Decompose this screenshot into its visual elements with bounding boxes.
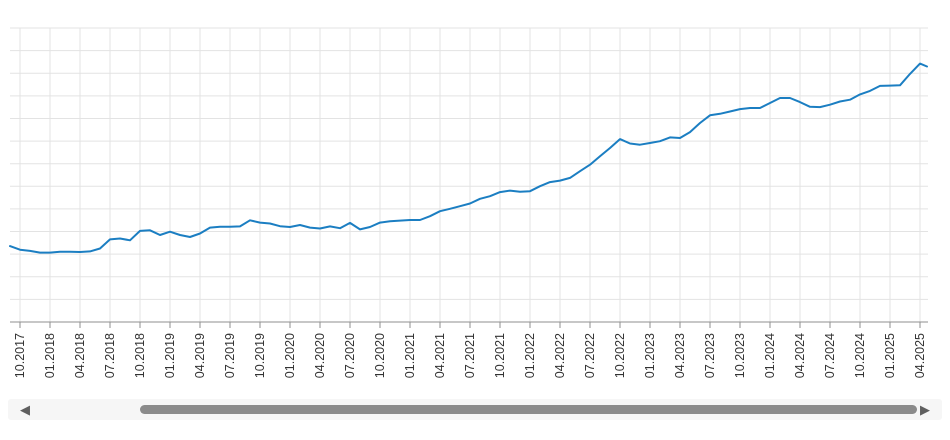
x-tick-label: 01.2023 (643, 333, 657, 378)
x-tick-label: 10.2020 (373, 333, 387, 378)
x-tick-label: 07.2021 (463, 333, 477, 378)
x-tick-label: 10.2024 (853, 333, 867, 378)
x-tick-label: 07.2020 (343, 333, 357, 378)
x-tick-label: 01.2021 (403, 333, 417, 378)
x-tick-label: 04.2021 (433, 333, 447, 378)
x-tick-label: 04.2024 (793, 333, 807, 378)
x-tick-label: 10.2017 (13, 333, 27, 378)
scrollbar-thumb[interactable] (139, 405, 917, 414)
scroll-left-icon[interactable]: ◀ (20, 402, 30, 417)
x-tick-label: 07.2022 (583, 333, 597, 378)
x-tick-label: 01.2019 (163, 333, 177, 378)
x-tick-label: 01.2025 (883, 333, 897, 378)
x-tick-label: 10.2023 (733, 333, 747, 378)
x-tick-label: 04.2019 (193, 333, 207, 378)
x-tick-label: 01.2020 (283, 333, 297, 378)
x-tick-label: 10.2022 (613, 333, 627, 378)
chart-scrollbar[interactable]: ◀ ▶ (8, 399, 942, 420)
x-tick-label: 07.2019 (223, 333, 237, 378)
x-tick-label: 04.2022 (553, 333, 567, 378)
x-tick-label: 01.2024 (763, 333, 777, 378)
x-tick-label: 01.2022 (523, 333, 537, 378)
scroll-right-icon[interactable]: ▶ (920, 402, 930, 417)
scrollbar-track[interactable] (8, 399, 942, 420)
x-tick-label: 07.2018 (103, 333, 117, 378)
line-chart: 10.2017 01.2018 04.2018 07.2018 10.2018 01.20… (9, 27, 928, 378)
x-tick-label: 07.2023 (703, 333, 717, 378)
x-tick-label: 04.2020 (313, 333, 327, 378)
x-tick-label: 04.2018 (73, 333, 87, 378)
x-tick-label: 04.2025 (913, 333, 927, 378)
x-tick-label: 01.2018 (43, 333, 57, 378)
line-chart-svg: 10.2017 01.2018 04.2018 07.2018 10.2018 01.20… (9, 27, 928, 378)
x-tick-label: 04.2023 (673, 333, 687, 378)
data-line (9, 62, 928, 254)
x-tick-label: 10.2019 (253, 333, 267, 378)
x-tick-label: 07.2024 (823, 333, 837, 378)
x-tick-label: 10.2021 (493, 333, 507, 378)
x-tick-label: 10.2018 (133, 333, 147, 378)
